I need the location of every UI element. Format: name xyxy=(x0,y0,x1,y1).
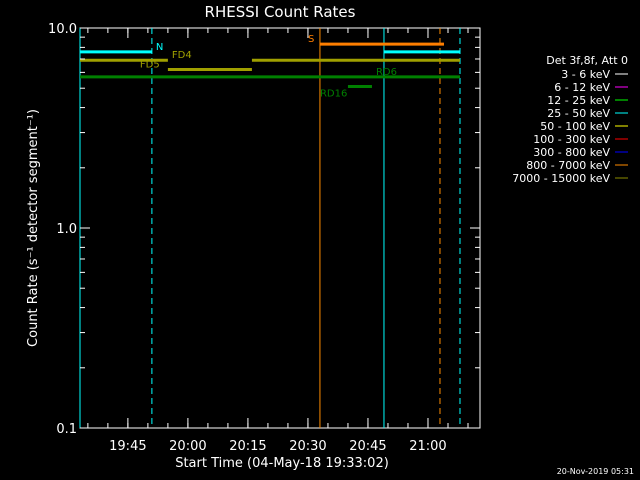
legend-label-6: 100 - 300 keV xyxy=(533,133,610,146)
vertical-markers xyxy=(79,28,461,428)
legend-label-8: 800 - 7000 keV xyxy=(526,159,610,172)
x-axis-label: Start Time (04-May-18 19:33:02) xyxy=(175,456,389,471)
segment-label-rd6: RD6 xyxy=(376,67,397,78)
y-axis-label: Count Rate (s⁻¹ detector segment⁻¹) xyxy=(26,109,41,347)
x-tick-label-5: 20:45 xyxy=(349,439,386,454)
y-tick-label-3: 10.0 xyxy=(48,22,77,37)
x-tick-label-1: 19:45 xyxy=(109,439,146,454)
date-stamp: 20-Nov-2019 05:31 xyxy=(557,467,634,476)
chart-title: RHESSI Count Rates xyxy=(205,3,356,21)
legend-label-2: 6 - 12 keV xyxy=(554,81,610,94)
plot-frame xyxy=(79,27,481,429)
y-tick-label-2: 1.0 xyxy=(56,222,77,237)
x-tick-label-4: 20:30 xyxy=(289,439,326,454)
segment-labels: N FD4 FD5 S RD6 RD16 xyxy=(140,34,397,99)
segment-label-fd5: FD5 xyxy=(140,60,160,71)
y-axis-ticks: 0.1 1.0 10.0 xyxy=(48,22,480,437)
legend-label-4: 25 - 50 keV xyxy=(547,107,610,120)
legend-label-1: 3 - 6 keV xyxy=(561,68,610,81)
x-axis-ticks: 19:45 20:00 20:15 20:30 20:45 21:00 xyxy=(87,28,469,454)
data-segments xyxy=(80,42,460,88)
x-tick-label-6: 21:00 xyxy=(409,439,446,454)
legend-label-9: 7000 - 15000 keV xyxy=(512,172,610,185)
y-tick-label-1: 0.1 xyxy=(56,422,77,437)
x-tick-label-2: 20:00 xyxy=(169,439,206,454)
x-tick-label-3: 20:15 xyxy=(229,439,266,454)
legend-label-5: 50 - 100 keV xyxy=(540,120,610,133)
segment-label-rd16: RD16 xyxy=(320,88,347,99)
legend-label-3: 12 - 25 keV xyxy=(547,94,610,107)
segment-label-s: S xyxy=(308,34,314,45)
legend-title: Det 3f,8f, Att 0 xyxy=(546,54,628,67)
segment-label-n: N xyxy=(156,42,163,53)
segment-label-fd4: FD4 xyxy=(172,50,192,61)
legend-label-7: 300 - 800 keV xyxy=(533,146,610,159)
